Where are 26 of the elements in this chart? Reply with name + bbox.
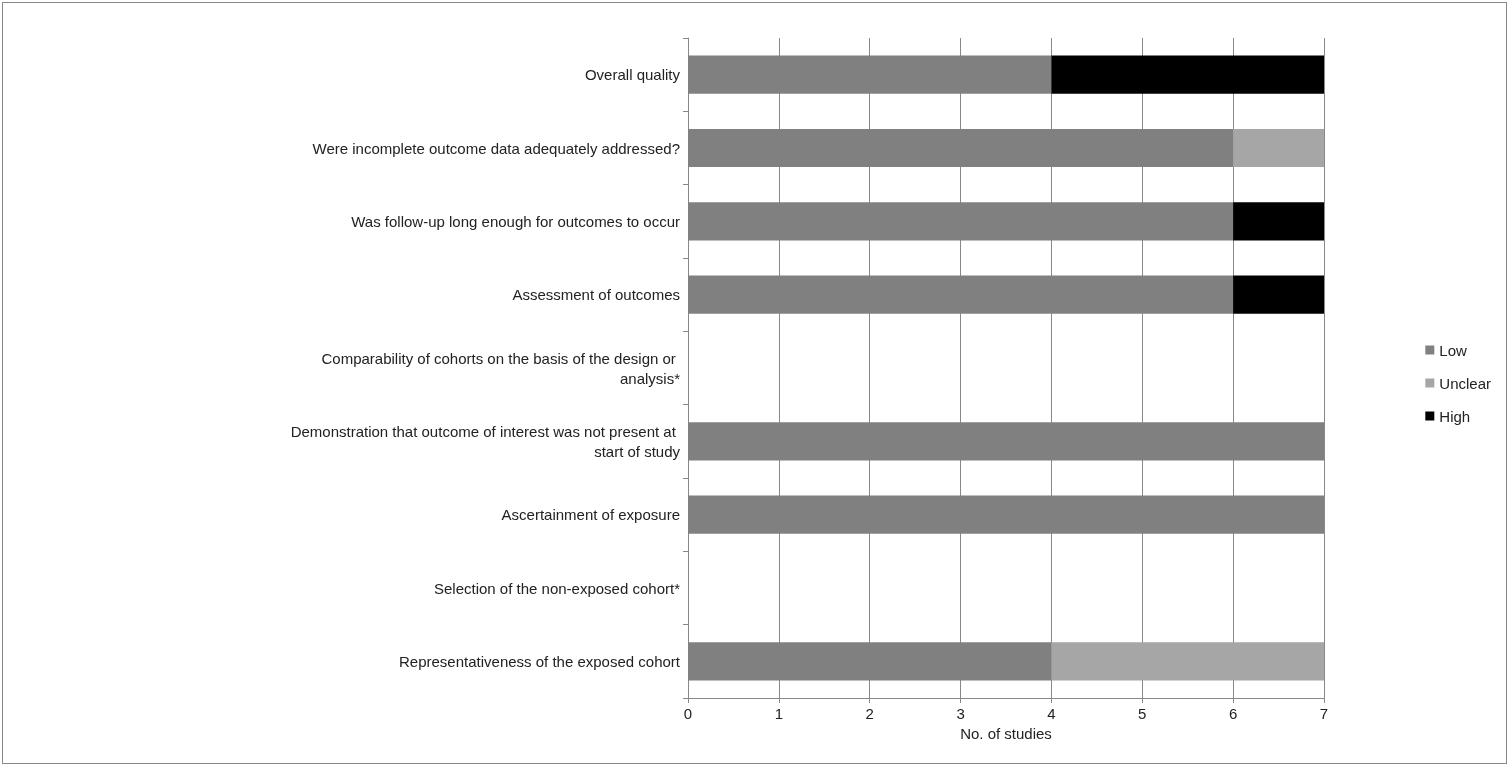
y-tick-label: Were incomplete outcome data adequately addressed? bbox=[312, 139, 680, 157]
x-tick-label: 1 bbox=[774, 705, 784, 722]
legend-label: Unclear bbox=[1439, 374, 1491, 392]
y-tick-label: Assessment of outcomes bbox=[512, 286, 680, 304]
bar bbox=[1233, 275, 1324, 314]
x-tick-label: 6 bbox=[1228, 705, 1238, 722]
legend-label: High bbox=[1439, 407, 1471, 425]
x-tick-label: 7 bbox=[1319, 705, 1329, 722]
y-tick-label: Overall quality bbox=[584, 66, 681, 84]
legend-label: Low bbox=[1439, 341, 1467, 359]
x-tick-label: 5 bbox=[1138, 705, 1147, 722]
x-tick-label: 3 bbox=[956, 705, 965, 722]
x-tick-label: 0 bbox=[683, 705, 693, 722]
x-axis-title: No. of studies bbox=[960, 724, 1052, 742]
x-tick-label: 2 bbox=[865, 705, 874, 722]
y-tick-label: Demonstration that outcome of interest was not present at start of study bbox=[290, 422, 681, 460]
bar bbox=[1051, 55, 1324, 94]
x-tick-label: 4 bbox=[1047, 705, 1056, 722]
y-tick-label: Comparability of cohorts on the basis of the design or analysis* bbox=[321, 349, 681, 387]
y-tick-label: Was follow-up long enough for outcomes to occur bbox=[351, 212, 680, 230]
bar bbox=[1051, 642, 1324, 681]
bar bbox=[1233, 128, 1324, 168]
y-tick-label: Selection of the non-exposed cohort* bbox=[434, 579, 681, 597]
bar bbox=[1233, 202, 1324, 241]
y-tick-label: Ascertainment of exposure bbox=[501, 506, 680, 524]
y-tick-label: Representativeness of the exposed cohort bbox=[398, 652, 681, 670]
